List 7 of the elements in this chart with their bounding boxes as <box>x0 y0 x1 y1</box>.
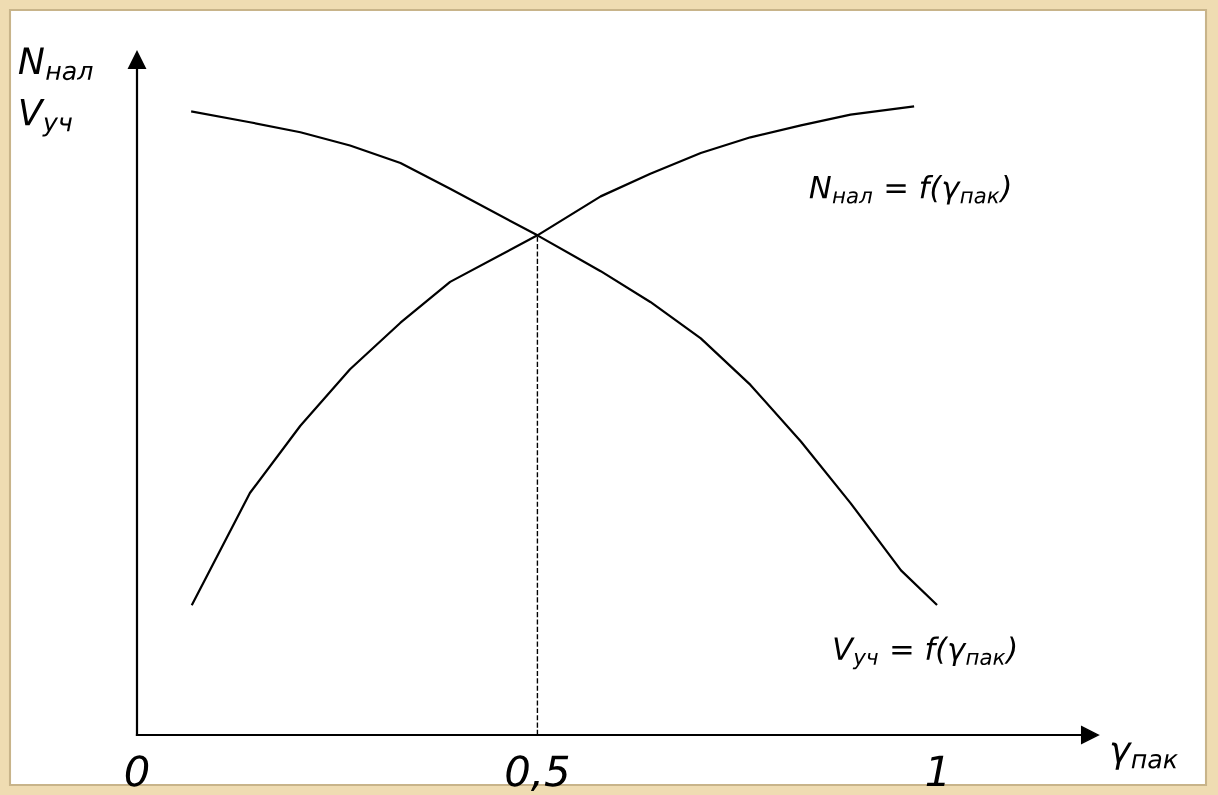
x-axis-title: γ$_{пак}$ <box>1111 742 1178 770</box>
x-tick-label: 0 <box>125 755 149 787</box>
series-label: N$_{нал}$ = f(γ$_{пак}$) <box>809 175 1010 205</box>
y-axis-title: N$_{нал}$ V$_{уч}$ <box>18 47 93 137</box>
series-label: V$_{уч}$ = f(γ$_{пак}$) <box>834 636 1016 670</box>
x-tick-label: 0,5 <box>506 755 569 791</box>
x-tick-label: 1 <box>926 755 945 787</box>
